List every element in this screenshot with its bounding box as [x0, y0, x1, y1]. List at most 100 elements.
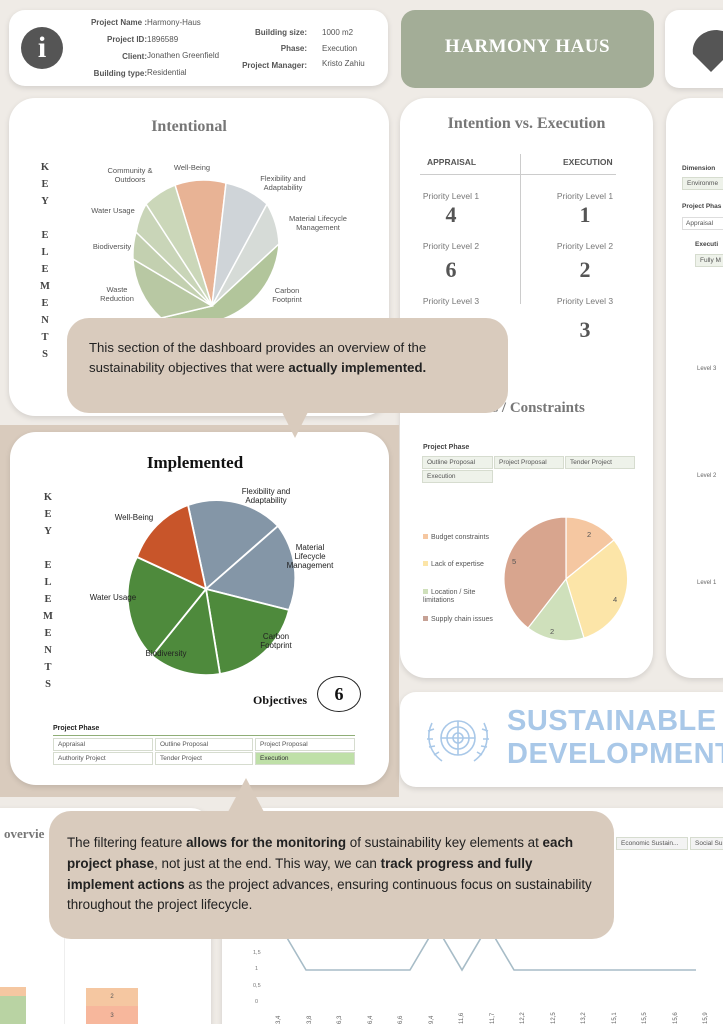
header-rule: [420, 174, 616, 175]
execution-priority2-value: 2: [579, 257, 591, 282]
key-elements-letter: E: [41, 230, 49, 241]
x-tick-label: 9,4: [428, 1015, 435, 1024]
appraisal-priority2-label: Priority Level 2: [422, 241, 480, 251]
label-material: Material Lifecycle Management: [289, 214, 347, 232]
value-budget: 2: [587, 530, 592, 539]
x-tick-label: 12,5: [550, 1012, 557, 1024]
impl-phase-execution[interactable]: Execution: [255, 752, 355, 765]
key-elements-letter: N: [41, 315, 49, 326]
constraints-pie: [503, 516, 629, 642]
impl-phase-tender[interactable]: Tender Project: [155, 752, 253, 765]
tab-economic-sustainability[interactable]: Economic Sustain...: [616, 837, 688, 850]
callout-filtering: The filtering feature allows for the mon…: [49, 811, 614, 939]
tab-social-sustainability[interactable]: Social Su: [690, 837, 723, 850]
logo-shape-icon: [692, 30, 723, 72]
slice-carbon: [204, 587, 291, 676]
y-tick-1-5: 1,5: [253, 950, 261, 956]
title-banner: HARMONY HAUS: [401, 10, 654, 88]
x-tick-label: 15,9: [703, 1012, 709, 1024]
slice-expertise: [565, 539, 629, 639]
callout-implemented-emphasis: actually implemented.: [288, 360, 427, 376]
callout-filtering-pointer: [228, 778, 264, 812]
slice-budget: [565, 516, 615, 581]
key-elements-letter: K: [40, 162, 50, 173]
x-tick-label: 11,6: [459, 1012, 465, 1024]
appraisal-header: APPRAISAL: [427, 157, 477, 167]
column-divider: [520, 154, 521, 304]
client-label: Client:: [122, 52, 147, 61]
constraints-phase-execution[interactable]: Execution: [422, 470, 493, 483]
impl-phase-outline[interactable]: Outline Proposal: [155, 738, 253, 751]
constraints-phase-outline[interactable]: Outline Proposal: [422, 456, 493, 469]
callout-implemented-text: This section of the dashboard provides a…: [89, 340, 427, 376]
project-id-value: 1896589: [147, 35, 179, 44]
project-name-label: Project Name :: [90, 18, 147, 27]
slice-supply: [503, 516, 567, 629]
dimension-filter[interactable]: Environme: [682, 177, 723, 190]
client-value: Jonathen Greenfield: [147, 51, 220, 60]
key-elements-letter: E: [44, 594, 52, 605]
key-elements-letter: E: [41, 264, 49, 275]
impl-label-flexibility: Flexibility and Adaptability: [241, 487, 291, 506]
legend-supply: Supply chain issues: [423, 616, 493, 623]
execution-priority1-value: 1: [579, 202, 591, 227]
intentional-pie: [132, 179, 280, 325]
slice-location: [527, 577, 585, 642]
value-location: 2: [550, 627, 555, 636]
level2-label: Level 2: [697, 473, 717, 479]
key-elements-letter: L: [44, 577, 52, 588]
x-tick-label: 15,1: [611, 1012, 618, 1024]
appraisal-priority1-value: 4: [445, 202, 457, 227]
project-manager-label: Project Manager:: [242, 61, 307, 70]
impl-label-wellbeing: Well-Being: [114, 513, 154, 522]
key-elements-letter: Y: [41, 196, 49, 207]
building-size-value: 1000 m2: [322, 28, 354, 37]
execution-filter[interactable]: Fully M: [695, 254, 723, 267]
slice-biodiversity: [150, 586, 222, 677]
constraints-phase-project[interactable]: Project Proposal: [494, 456, 564, 469]
value-expertise: 4: [613, 595, 618, 604]
label-water: Water Usage: [91, 206, 135, 215]
slice-community: [145, 184, 213, 307]
stack-bar-right-bottom: 3: [86, 1006, 138, 1024]
impl-phase-project[interactable]: Project Proposal: [255, 738, 355, 751]
label-carbon: Carbon Footprint: [272, 286, 302, 304]
key-elements-letter: T: [44, 662, 52, 673]
comparison-title: Intention vs. Execution: [447, 115, 606, 132]
label-waste: Waste Reduction: [100, 285, 134, 303]
intentional-title: Intentional: [151, 118, 227, 135]
key-elements-letter: M: [43, 611, 53, 622]
impl-phase-appraisal[interactable]: Appraisal: [53, 738, 153, 751]
legend-expertise: Lack of expertise: [423, 561, 484, 568]
x-tick-label: 6,4: [367, 1015, 374, 1024]
x-tick-label: 6,3: [337, 1015, 343, 1024]
execution-label: Executi: [695, 241, 719, 248]
label-flexibility: Flexibility and Adaptability: [260, 174, 306, 192]
project-phase-filter[interactable]: Appraisal: [682, 217, 723, 230]
sdg-card: SUSTAINABLE DEVELOPMENT: [400, 692, 723, 787]
key-elements-letter: E: [44, 560, 52, 571]
level1-label: Level 1: [697, 580, 717, 586]
execution-priority3-label: Priority Level 3: [556, 296, 614, 306]
x-tick-label: 13,2: [581, 1012, 587, 1024]
level3-label: Level 3: [697, 366, 717, 372]
key-elements-letter: T: [41, 332, 49, 343]
sdg-line2: DEVELOPMENT: [507, 738, 723, 770]
key-elements-letter: N: [44, 645, 52, 656]
info-icon[interactable]: i: [21, 27, 63, 69]
impl-phase-authority[interactable]: Authority Project: [53, 752, 153, 765]
impl-label-biodiversity: Biodiversity: [145, 649, 187, 658]
un-emblem-icon: [427, 720, 489, 762]
x-tick-label: 3,4: [276, 1015, 282, 1024]
key-elements-letter: S: [42, 349, 48, 360]
legend-location: Location / Site limitations: [423, 589, 476, 605]
constraints-phase-tender[interactable]: Tender Project: [565, 456, 635, 469]
execution-priority1-label: Priority Level 1: [556, 191, 614, 201]
phase-label: Phase:: [280, 44, 307, 53]
partial-logo-card: [665, 10, 723, 88]
phase-value: Execution: [322, 44, 358, 53]
key-elements-letter: E: [41, 179, 49, 190]
sdg-line1: SUSTAINABLE: [507, 705, 717, 737]
